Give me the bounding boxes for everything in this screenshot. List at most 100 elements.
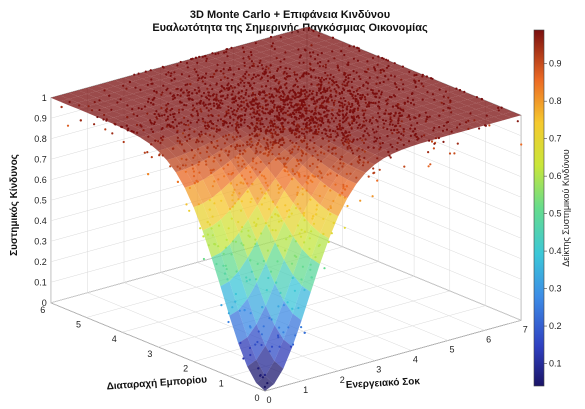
surface-patch [429, 131, 448, 139]
surface-patch [485, 104, 504, 111]
surface-patch [395, 92, 414, 99]
surface-patch [241, 85, 260, 92]
surface-patch [322, 93, 341, 101]
surface-patch [212, 137, 231, 150]
surface-patch [376, 97, 395, 104]
surface-patch [230, 129, 249, 140]
surface-patch [276, 106, 295, 114]
surface-patch [412, 118, 431, 125]
scatter-point [427, 151, 430, 154]
scatter-point [372, 172, 375, 175]
surface-patch [141, 88, 160, 95]
surface-patch [194, 160, 213, 180]
surface-patch [457, 111, 476, 119]
surface-patch [393, 129, 412, 137]
surface-patch [231, 120, 250, 129]
surface-patch [221, 144, 240, 161]
surface-patch [413, 99, 432, 106]
surface-patch [376, 109, 395, 116]
surface-patch [251, 52, 270, 59]
scatter-point [378, 168, 381, 171]
surface-patch [240, 98, 259, 105]
surface-patch [340, 95, 359, 102]
surface-patch [259, 80, 278, 87]
surface-patch [178, 78, 197, 85]
surface-patch [267, 123, 286, 132]
surface-patch [260, 55, 279, 62]
surface-patch [229, 310, 248, 344]
surface-patch [411, 137, 430, 144]
surface-patch [431, 94, 450, 101]
surface-patch [286, 104, 305, 111]
surface-patch [365, 154, 384, 165]
surface-patch [186, 88, 205, 95]
surface-patch [247, 282, 266, 325]
surface-patch [286, 91, 305, 98]
surface-patch [238, 298, 257, 338]
scatter-point [456, 142, 459, 145]
surface-patch [268, 96, 287, 103]
surface-patch [231, 107, 250, 114]
colorbar-tick-label: 0.3 [549, 284, 562, 294]
surface-patch [222, 109, 241, 117]
surface-patch [275, 149, 294, 167]
surface-patch [133, 72, 152, 79]
surface-patch [448, 126, 467, 133]
surface-patch [251, 45, 270, 53]
surface-patch [132, 103, 151, 110]
surface-patch [185, 138, 204, 150]
surface-patch [150, 104, 169, 112]
surface-patch [256, 263, 275, 306]
surface-patch [141, 107, 159, 114]
surface-patch [384, 145, 403, 154]
surface-patch [366, 145, 385, 155]
x-tick-label: 4 [413, 355, 418, 365]
surface-patch [195, 104, 214, 111]
surface-patch [431, 88, 450, 95]
surface-patch [261, 37, 280, 44]
surface-patch [203, 174, 221, 198]
x-tick-label: 0 [266, 395, 271, 405]
surface-patch [494, 114, 512, 121]
surface-patch [324, 56, 342, 63]
scatter-point [327, 240, 330, 244]
surface-patch [185, 149, 204, 166]
surface-patch [160, 77, 179, 84]
surface-patch [196, 67, 215, 74]
surface-patch [315, 34, 334, 41]
surface-patch [205, 89, 224, 96]
surface-patch [123, 93, 142, 100]
surface-patch [311, 180, 330, 205]
surface-patch [386, 70, 405, 77]
surface-patch [277, 94, 296, 101]
surface-patch [403, 114, 422, 121]
surface-patch [323, 81, 342, 88]
scatter-point [146, 151, 149, 154]
surface-patch [394, 117, 413, 124]
surface-patch [141, 101, 160, 108]
surface-patch [266, 157, 285, 179]
surface-patch [203, 130, 222, 142]
surface-patch [140, 113, 159, 121]
surface-patch [306, 49, 325, 56]
surface-patch [142, 70, 161, 77]
surface-patch [248, 156, 267, 178]
surface-patch [348, 137, 367, 147]
surface-patch [122, 118, 141, 126]
surface-patch [87, 85, 106, 92]
surface-patch [431, 82, 450, 89]
surface-patch [250, 95, 269, 102]
surface-patch [278, 69, 297, 76]
surface-patch [367, 118, 386, 125]
surface-patch [439, 116, 458, 124]
colorbar [533, 29, 545, 387]
surface-patch [321, 142, 340, 154]
surface-patch [305, 55, 324, 62]
scatter-point [478, 127, 481, 130]
surface-patch [149, 132, 168, 141]
surface-patch [338, 179, 357, 199]
surface-patch [213, 105, 232, 113]
surface-patch [357, 121, 376, 128]
surface-patch [96, 82, 115, 89]
surface-patch [177, 97, 196, 104]
